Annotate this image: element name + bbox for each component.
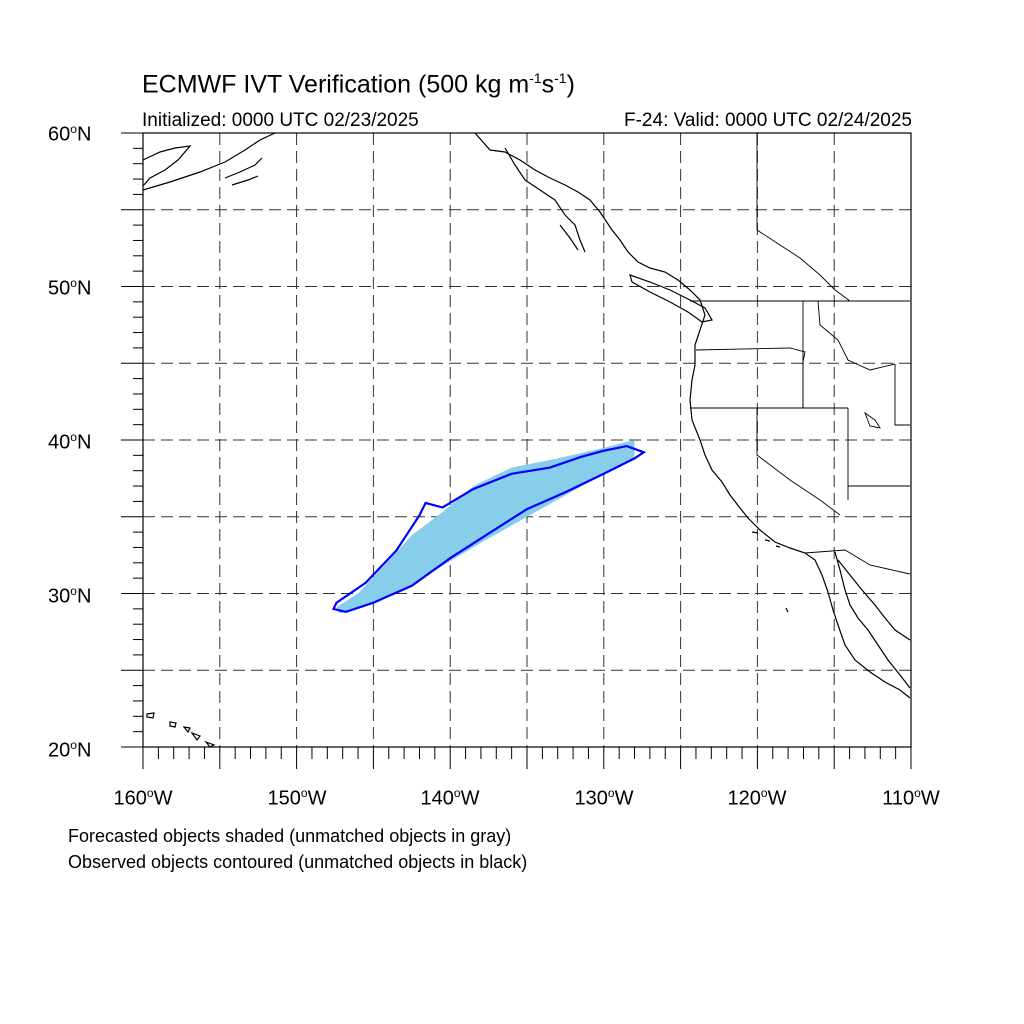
lat-label-40n: 40oN bbox=[48, 430, 92, 454]
coastline-panhandle bbox=[504, 147, 586, 253]
forecast-note: Forecasted objects shaded (unmatched obj… bbox=[68, 826, 512, 846]
valid-time: F-24: Valid: 0000 UTC 02/24/2025 bbox=[624, 110, 912, 131]
lon-label-110w: 110oW bbox=[882, 786, 940, 810]
axis-ticks bbox=[121, 132, 912, 769]
lon-label-140w: 140oW bbox=[420, 786, 480, 810]
observed-note: Observed objects contoured (unmatched ob… bbox=[68, 852, 528, 872]
coastline-north-america bbox=[474, 132, 911, 699]
graticule bbox=[143, 133, 911, 747]
coastline-vancouver-island bbox=[629, 274, 713, 323]
coastline-hawaii bbox=[146, 712, 216, 748]
coastline-channel-islands bbox=[751, 531, 789, 613]
lon-label-160w: 160oW bbox=[113, 786, 173, 810]
lat-label-60n: 60oN bbox=[48, 122, 92, 146]
coastline-alaska-islands bbox=[224, 157, 263, 186]
initialized-time: Initialized: 0000 UTC 02/23/2025 bbox=[142, 110, 419, 131]
coastline-baja bbox=[834, 551, 911, 689]
forecast-object bbox=[336, 440, 635, 614]
map-title: ECMWF IVT Verification (500 kg m-1s-1) bbox=[142, 70, 575, 99]
lat-label-50n: 50oN bbox=[48, 276, 92, 300]
coastlines bbox=[142, 132, 911, 748]
lon-label-120w: 120oW bbox=[727, 786, 787, 810]
map-frame bbox=[142, 132, 912, 748]
lat-label-20n: 20oN bbox=[48, 738, 92, 762]
lon-label-130w: 130oW bbox=[574, 786, 634, 810]
observed-object bbox=[331, 444, 647, 614]
verification-objects bbox=[331, 440, 647, 614]
lat-label-30n: 30oN bbox=[48, 584, 92, 608]
coastline-alaska bbox=[142, 132, 276, 191]
state-borders bbox=[690, 133, 911, 575]
lon-label-150w: 150oW bbox=[267, 786, 327, 810]
coastline-gulf-california bbox=[837, 559, 911, 641]
